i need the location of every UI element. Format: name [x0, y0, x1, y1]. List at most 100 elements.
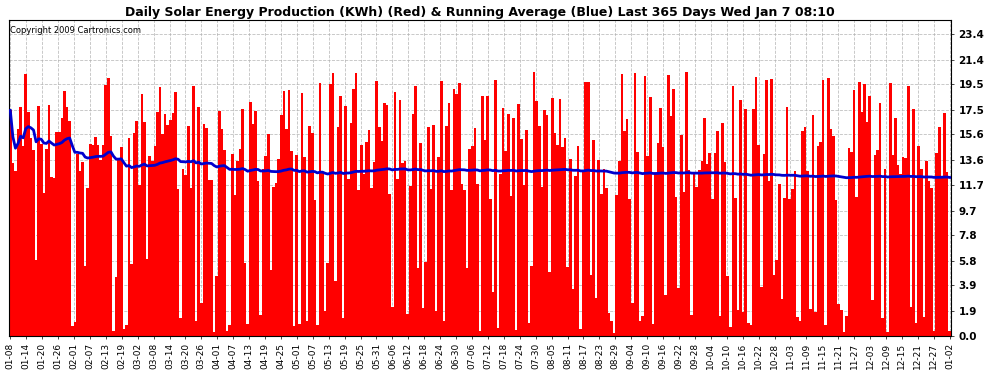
Bar	[897, 165, 899, 336]
Bar	[735, 198, 737, 336]
Bar	[179, 318, 182, 336]
Bar	[269, 270, 272, 336]
Bar	[515, 330, 518, 336]
Bar	[391, 307, 393, 336]
Bar	[425, 262, 427, 336]
Bar	[536, 101, 538, 336]
Bar	[827, 78, 830, 336]
Bar	[171, 113, 174, 336]
Bar	[156, 112, 158, 336]
Bar	[621, 74, 623, 336]
Bar	[158, 87, 161, 336]
Bar	[267, 134, 269, 336]
Bar	[290, 151, 293, 336]
Bar	[791, 189, 794, 336]
Bar	[293, 326, 295, 336]
Bar	[943, 113, 945, 336]
Bar	[579, 329, 582, 336]
Bar	[203, 124, 205, 336]
Bar	[375, 81, 378, 336]
Bar	[262, 169, 264, 336]
Bar	[799, 321, 801, 336]
Bar	[587, 82, 590, 336]
Bar	[373, 162, 375, 336]
Bar	[698, 170, 701, 336]
Bar	[352, 88, 354, 336]
Bar	[295, 154, 298, 336]
Bar	[936, 153, 939, 336]
Bar	[174, 92, 177, 336]
Bar	[136, 121, 138, 336]
Bar	[754, 76, 757, 336]
Bar	[716, 131, 719, 336]
Bar	[447, 103, 450, 336]
Bar	[804, 127, 807, 336]
Bar	[933, 331, 936, 336]
Bar	[481, 96, 484, 336]
Bar	[73, 322, 76, 336]
Bar	[662, 147, 664, 336]
Bar	[616, 195, 618, 336]
Bar	[618, 161, 621, 336]
Bar	[945, 172, 948, 336]
Bar	[855, 197, 858, 336]
Bar	[247, 324, 249, 336]
Bar	[499, 174, 502, 336]
Bar	[577, 146, 579, 336]
Bar	[724, 162, 727, 336]
Bar	[282, 91, 285, 336]
Bar	[531, 266, 533, 336]
Bar	[234, 195, 236, 336]
Bar	[125, 325, 128, 336]
Bar	[30, 138, 33, 336]
Bar	[747, 324, 749, 336]
Bar	[920, 169, 923, 336]
Bar	[770, 79, 773, 336]
Bar	[458, 83, 460, 336]
Bar	[825, 325, 827, 336]
Bar	[852, 90, 855, 336]
Bar	[244, 263, 247, 336]
Bar	[288, 90, 290, 336]
Bar	[150, 161, 153, 336]
Bar	[275, 183, 277, 336]
Bar	[642, 316, 644, 336]
Bar	[740, 100, 742, 336]
Bar	[873, 155, 876, 336]
Bar	[249, 102, 251, 336]
Bar	[27, 112, 30, 336]
Bar	[264, 156, 267, 336]
Bar	[569, 159, 571, 336]
Bar	[200, 303, 203, 336]
Bar	[388, 194, 391, 336]
Bar	[192, 86, 195, 336]
Bar	[71, 326, 73, 336]
Bar	[760, 288, 762, 336]
Bar	[592, 140, 595, 336]
Bar	[701, 162, 703, 336]
Bar	[807, 171, 809, 336]
Bar	[912, 109, 915, 336]
Bar	[833, 136, 835, 336]
Bar	[76, 153, 78, 336]
Bar	[931, 188, 933, 336]
Bar	[329, 84, 332, 336]
Bar	[455, 94, 458, 336]
Bar	[362, 174, 365, 336]
Bar	[860, 112, 863, 336]
Text: Copyright 2009 Cartronics.com: Copyright 2009 Cartronics.com	[10, 26, 141, 35]
Bar	[205, 128, 208, 336]
Bar	[845, 316, 847, 336]
Bar	[272, 186, 275, 336]
Bar	[507, 114, 510, 336]
Bar	[637, 152, 639, 336]
Bar	[626, 120, 629, 336]
Bar	[940, 176, 943, 336]
Bar	[762, 154, 765, 336]
Bar	[231, 154, 234, 336]
Bar	[223, 150, 226, 336]
Bar	[308, 126, 311, 336]
Bar	[360, 145, 362, 336]
Bar	[110, 135, 112, 336]
Bar	[277, 159, 280, 336]
